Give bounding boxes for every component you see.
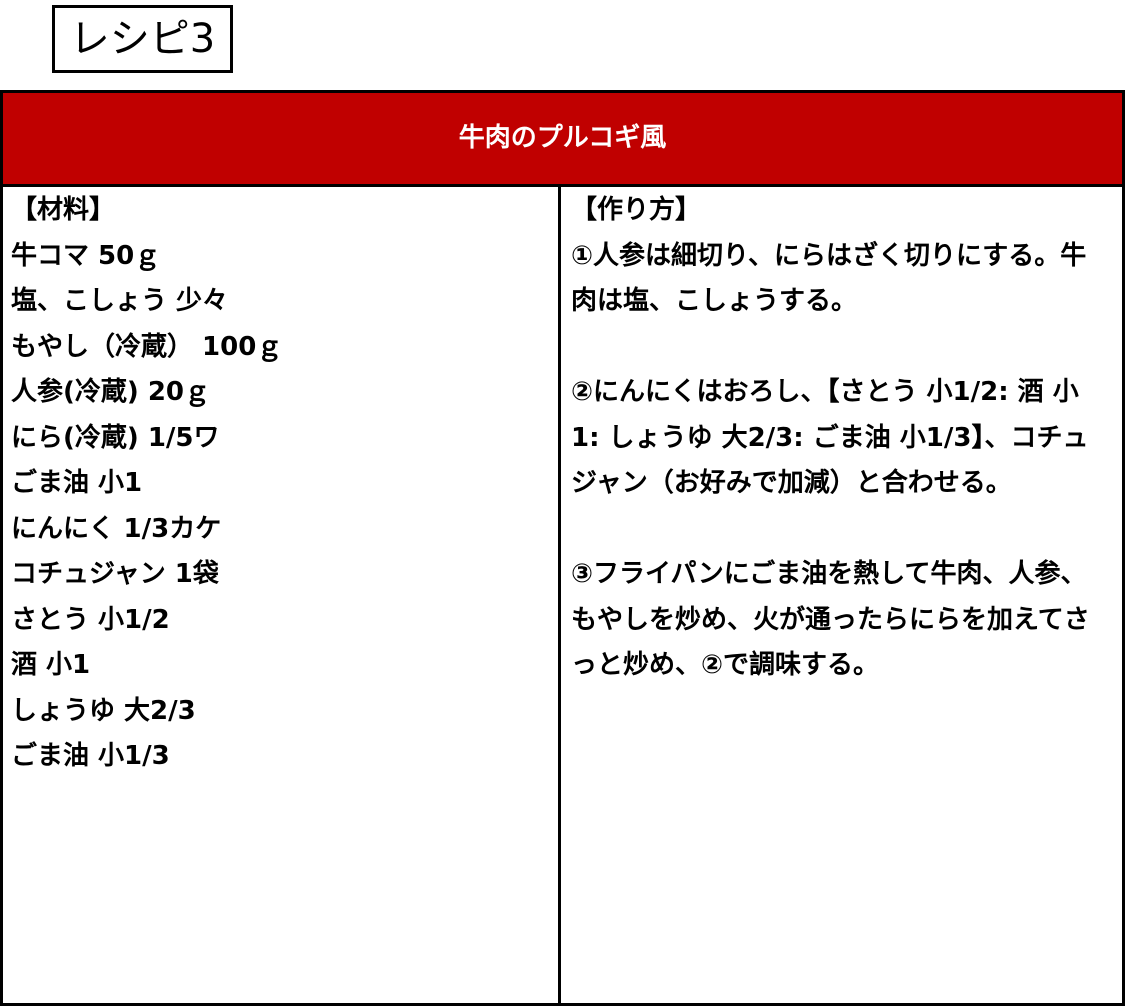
- method-column: 【作り方】 ①人参は細切り、にらはざく切りにする。牛肉は塩、こしょうする。 ②に…: [561, 187, 1122, 1003]
- ingredient-item: にんにく 1/3カケ: [11, 513, 222, 544]
- ingredient-item: コチュジャン 1袋: [11, 559, 219, 589]
- method-step: ①人参は細切り、にらはざく切りにする。牛肉は塩、こしょうする。: [571, 240, 1087, 317]
- ingredients-column: 【材料】 牛コマ 50ｇ 塩、こしょう 少々 もやし（冷蔵） 100ｇ 人参(冷…: [3, 187, 561, 1003]
- ingredient-item: 塩、こしょう 少々: [11, 286, 229, 316]
- method-heading: 【作り方】: [571, 195, 702, 225]
- recipe-number-label: レシピ3: [52, 5, 233, 73]
- ingredient-item: ごま油 小1/3: [11, 741, 170, 771]
- method-step: ③フライパンにごま油を熱して牛肉、人参、もやしを炒め、火が通ったらにらを加えてさ…: [571, 559, 1090, 680]
- ingredients-heading: 【材料】: [11, 195, 116, 225]
- ingredient-item: 牛コマ 50ｇ: [11, 240, 161, 271]
- ingredient-item: 人参(冷蔵) 20ｇ: [11, 377, 210, 407]
- ingredient-item: にら(冷蔵) 1/5ワ: [11, 422, 220, 453]
- method-step: ②にんにくはおろし、【さとう 小1/2: 酒 小1: しょうゆ 大2/3: ごま…: [571, 377, 1089, 498]
- recipe-table: 牛肉のプルコギ風 【材料】 牛コマ 50ｇ 塩、こしょう 少々 もやし（冷蔵） …: [0, 90, 1125, 1006]
- ingredient-item: もやし（冷蔵） 100ｇ: [11, 331, 283, 362]
- ingredient-item: 酒 小1: [11, 650, 91, 680]
- ingredient-item: ごま油 小1: [11, 468, 143, 498]
- ingredient-item: しょうゆ 大2/3: [11, 695, 196, 726]
- ingredient-item: さとう 小1/2: [11, 604, 170, 635]
- recipe-title: 牛肉のプルコギ風: [3, 93, 1122, 187]
